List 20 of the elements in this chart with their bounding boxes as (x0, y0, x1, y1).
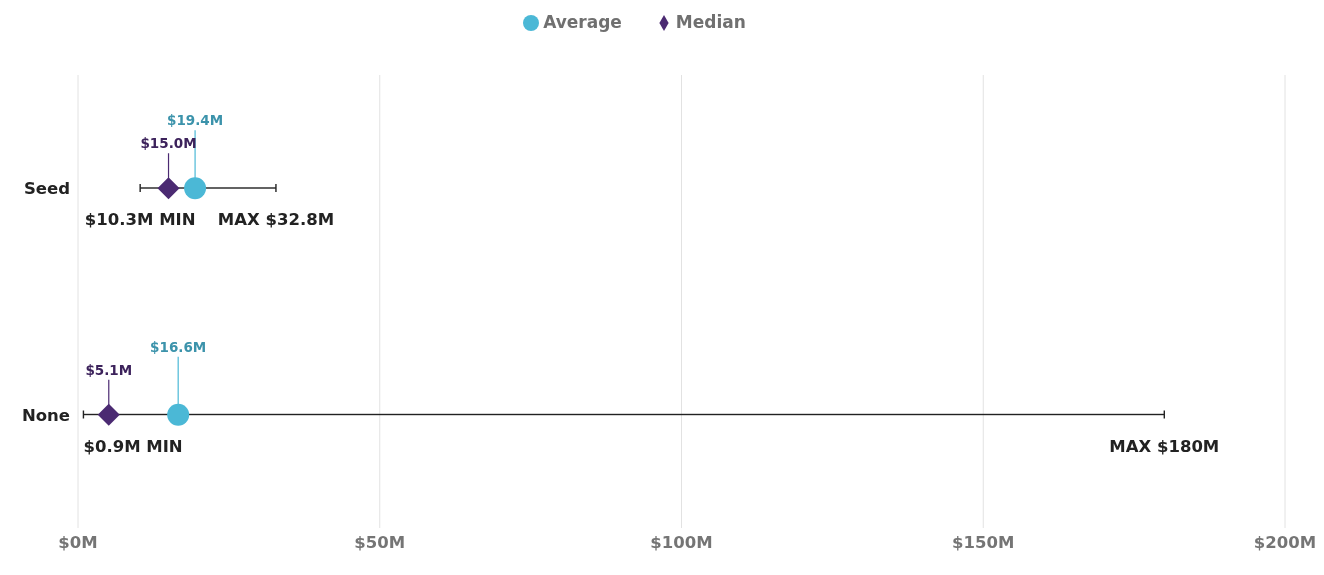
legend-label: Average (543, 12, 622, 32)
annotation: $10.3M MIN (84, 210, 196, 230)
x-tick-label: $50M (354, 532, 406, 552)
data-label: $19.4M (167, 112, 224, 129)
data-label: $16.6M (150, 338, 207, 355)
data-label: $5.1M (85, 361, 133, 378)
annotation: MAX $180M (1109, 436, 1220, 456)
point (97, 403, 120, 426)
legend-label: Median (675, 12, 746, 32)
y-tick-label: None (21, 405, 70, 425)
annotation: MAX $32.8M (217, 210, 335, 230)
x-tick-label: $200M (1253, 532, 1317, 552)
x-tick-label: $150M (952, 532, 1015, 552)
x-tick-label: $0M (58, 532, 98, 552)
point (157, 177, 180, 200)
point (167, 403, 190, 426)
point (184, 177, 207, 200)
y-tick-label: Seed (23, 179, 70, 199)
x-tick-label: $100M (650, 532, 713, 552)
annotation: $0.9M MIN (83, 436, 183, 456)
